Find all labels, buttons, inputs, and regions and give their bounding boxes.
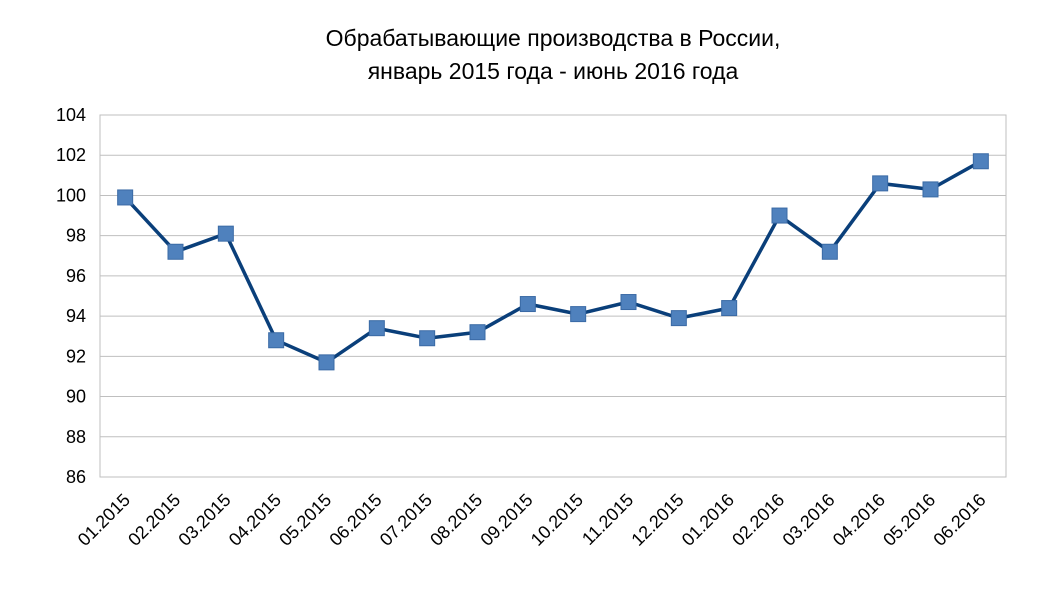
x-tick-label: 10.2015 <box>527 490 587 550</box>
y-axis-ticks: 86 88 90 92 94 96 98 100 102 104 <box>56 105 86 487</box>
series-markers <box>117 153 989 371</box>
x-tick-label: 04.2015 <box>225 490 285 550</box>
series-line <box>123 159 982 365</box>
data-point-01.2016 <box>721 300 738 317</box>
y-tick-label: 96 <box>66 266 86 286</box>
chart-title-line-2: январь 2015 года - июнь 2016 года <box>368 58 739 84</box>
data-point-05.2015 <box>318 354 335 371</box>
y-tick-label: 86 <box>66 467 86 487</box>
data-point-02.2016 <box>771 207 788 224</box>
x-tick-label: 06.2016 <box>930 490 990 550</box>
y-tick-label: 92 <box>66 346 86 366</box>
y-tick-label: 88 <box>66 427 86 447</box>
x-tick-label: 08.2015 <box>426 490 486 550</box>
x-axis-ticks: 01.201502.201503.201504.201505.201506.20… <box>74 490 990 550</box>
data-point-09.2015 <box>519 296 536 313</box>
x-tick-label: 05.2016 <box>879 490 939 550</box>
x-tick-label: 04.2016 <box>829 490 889 550</box>
data-point-06.2015 <box>368 320 385 337</box>
gridlines <box>100 114 1006 478</box>
x-tick-label: 03.2016 <box>779 490 839 550</box>
x-tick-label: 03.2015 <box>175 490 235 550</box>
y-tick-label: 100 <box>56 185 86 205</box>
chart-title-line-1: Обрабатывающие производства в России, <box>326 25 781 51</box>
data-point-07.2015 <box>419 330 436 347</box>
data-point-05.2016 <box>922 181 939 198</box>
data-point-04.2016 <box>872 175 889 192</box>
y-tick-label: 102 <box>56 145 86 165</box>
x-tick-label: 11.2015 <box>578 490 637 549</box>
x-tick-label: 07.2015 <box>376 490 436 550</box>
data-point-12.2015 <box>670 310 687 327</box>
x-tick-label: 05.2015 <box>275 490 335 550</box>
data-point-04.2015 <box>268 332 285 349</box>
data-point-03.2016 <box>821 243 838 260</box>
x-tick-label: 02.2015 <box>124 490 184 550</box>
x-tick-label: 09.2015 <box>477 490 537 550</box>
data-point-06.2016 <box>972 153 989 170</box>
data-point-01.2015 <box>117 189 134 206</box>
data-point-02.2015 <box>167 243 184 260</box>
y-tick-label: 104 <box>56 105 86 125</box>
plot-area-border <box>99 114 1007 478</box>
data-point-03.2015 <box>217 225 234 242</box>
x-tick-label: 12.2015 <box>628 490 688 550</box>
data-point-10.2015 <box>570 306 587 323</box>
data-point-11.2015 <box>620 294 637 311</box>
x-tick-label: 01.2016 <box>678 490 738 550</box>
y-tick-label: 90 <box>66 387 86 407</box>
x-tick-label: 01.2015 <box>74 490 134 550</box>
data-point-08.2015 <box>469 324 486 341</box>
y-tick-label: 94 <box>66 306 86 326</box>
x-tick-label: 06.2015 <box>326 490 386 550</box>
x-tick-label: 02.2016 <box>728 490 788 550</box>
y-tick-label: 98 <box>66 226 86 246</box>
